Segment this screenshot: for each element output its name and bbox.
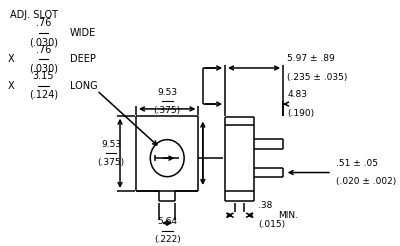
Text: .38: .38 bbox=[258, 201, 273, 210]
Text: X: X bbox=[8, 54, 14, 64]
Text: 9.53: 9.53 bbox=[157, 88, 177, 97]
Text: (.015): (.015) bbox=[258, 220, 286, 229]
Text: .51 ± .05: .51 ± .05 bbox=[336, 159, 378, 168]
Text: 4.83: 4.83 bbox=[288, 90, 308, 99]
Text: (.020 ± .002): (.020 ± .002) bbox=[336, 177, 397, 186]
Text: 3.15: 3.15 bbox=[33, 71, 54, 81]
Text: LONG: LONG bbox=[70, 80, 98, 91]
Text: 5.64: 5.64 bbox=[157, 217, 177, 226]
Text: X: X bbox=[8, 80, 14, 91]
Text: 9.53: 9.53 bbox=[101, 140, 121, 149]
Text: MIN.: MIN. bbox=[278, 211, 298, 220]
Text: (.030): (.030) bbox=[29, 63, 58, 74]
Text: .76: .76 bbox=[36, 18, 51, 29]
Text: DEEP: DEEP bbox=[70, 54, 96, 64]
Text: (.375): (.375) bbox=[98, 158, 125, 167]
Text: .76: .76 bbox=[36, 45, 51, 55]
Text: (.375): (.375) bbox=[154, 106, 181, 114]
Text: 5.97 ± .89: 5.97 ± .89 bbox=[288, 54, 335, 63]
Text: (.235 ± .035): (.235 ± .035) bbox=[288, 73, 348, 82]
Text: ADJ. SLOT: ADJ. SLOT bbox=[10, 10, 58, 20]
Text: (.190): (.190) bbox=[288, 109, 314, 118]
Text: (.124): (.124) bbox=[29, 90, 58, 100]
Text: WIDE: WIDE bbox=[70, 28, 96, 38]
Text: (.030): (.030) bbox=[29, 37, 58, 47]
Text: (.222): (.222) bbox=[154, 235, 180, 244]
